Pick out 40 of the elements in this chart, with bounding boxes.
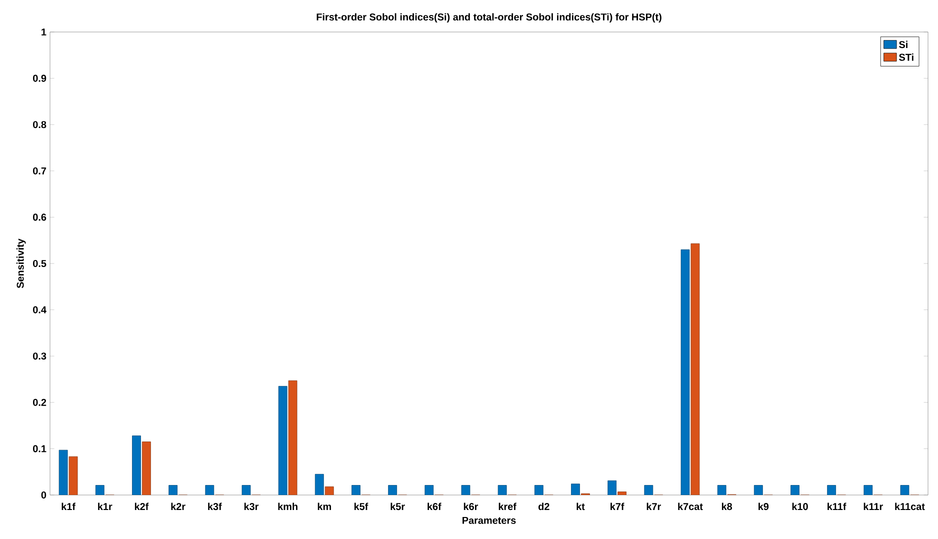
y-tick-label: 0.6 bbox=[33, 214, 46, 221]
x-tick-label: k10 bbox=[792, 502, 808, 510]
x-tick-label: km bbox=[318, 502, 331, 510]
x-tick-label: k6f bbox=[428, 502, 442, 510]
y-axis-title: Sensitivity bbox=[16, 238, 26, 288]
x-tick-label: k2f bbox=[134, 502, 149, 510]
x-tick-label: k1f bbox=[62, 502, 76, 510]
legend-label: STi bbox=[899, 54, 914, 61]
x-tick-label: kref bbox=[498, 502, 516, 510]
x-tick-label: k7f bbox=[610, 502, 624, 510]
x-tick-label: k3f bbox=[208, 502, 222, 510]
x-tick-label: k11cat bbox=[895, 502, 925, 510]
y-tick-label: 1 bbox=[42, 28, 46, 36]
x-tick-label: k5f bbox=[354, 502, 368, 510]
legend-label: Si bbox=[899, 40, 908, 48]
y-tick-label: 0.8 bbox=[33, 121, 46, 128]
x-tick-label: k11r bbox=[864, 502, 883, 510]
x-tick-label: kt bbox=[576, 502, 585, 510]
y-tick-label: 0.7 bbox=[33, 167, 46, 174]
x-tick-label: k3r bbox=[244, 502, 259, 510]
x-tick-label: d2 bbox=[538, 502, 550, 510]
y-tick-label: 0.4 bbox=[33, 306, 46, 314]
y-tick-label: 0.9 bbox=[33, 74, 46, 82]
chart-title: First-order Sobol indices(Si) and total-order Sobol indices(STi) for HSP(t) bbox=[316, 13, 662, 22]
y-tick-label: 0.2 bbox=[33, 398, 46, 406]
y-tick-label: 0 bbox=[41, 491, 46, 499]
y-tick-label: 0.1 bbox=[33, 445, 46, 452]
x-tick-label: k6r bbox=[464, 502, 478, 510]
x-tick-label: k7cat bbox=[678, 502, 703, 510]
x-tick-label: k5r bbox=[390, 502, 405, 510]
x-tick-label: k2r bbox=[171, 502, 186, 510]
y-tick-label: 0.3 bbox=[33, 352, 46, 360]
x-tick-label: k9 bbox=[758, 502, 769, 510]
x-tick-label: k1r bbox=[98, 502, 112, 510]
x-tick-label: k7r bbox=[646, 502, 661, 510]
x-tick-label: k11f bbox=[828, 502, 846, 510]
x-axis-title: Parameters bbox=[462, 516, 516, 524]
y-tick-label: 0.5 bbox=[33, 260, 46, 268]
x-tick-label: kmh bbox=[278, 502, 298, 510]
x-tick-label: k8 bbox=[722, 502, 732, 510]
